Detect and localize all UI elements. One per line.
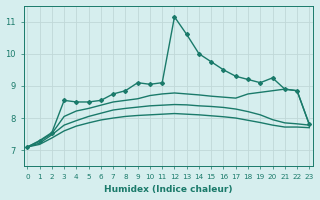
X-axis label: Humidex (Indice chaleur): Humidex (Indice chaleur) — [104, 185, 233, 194]
